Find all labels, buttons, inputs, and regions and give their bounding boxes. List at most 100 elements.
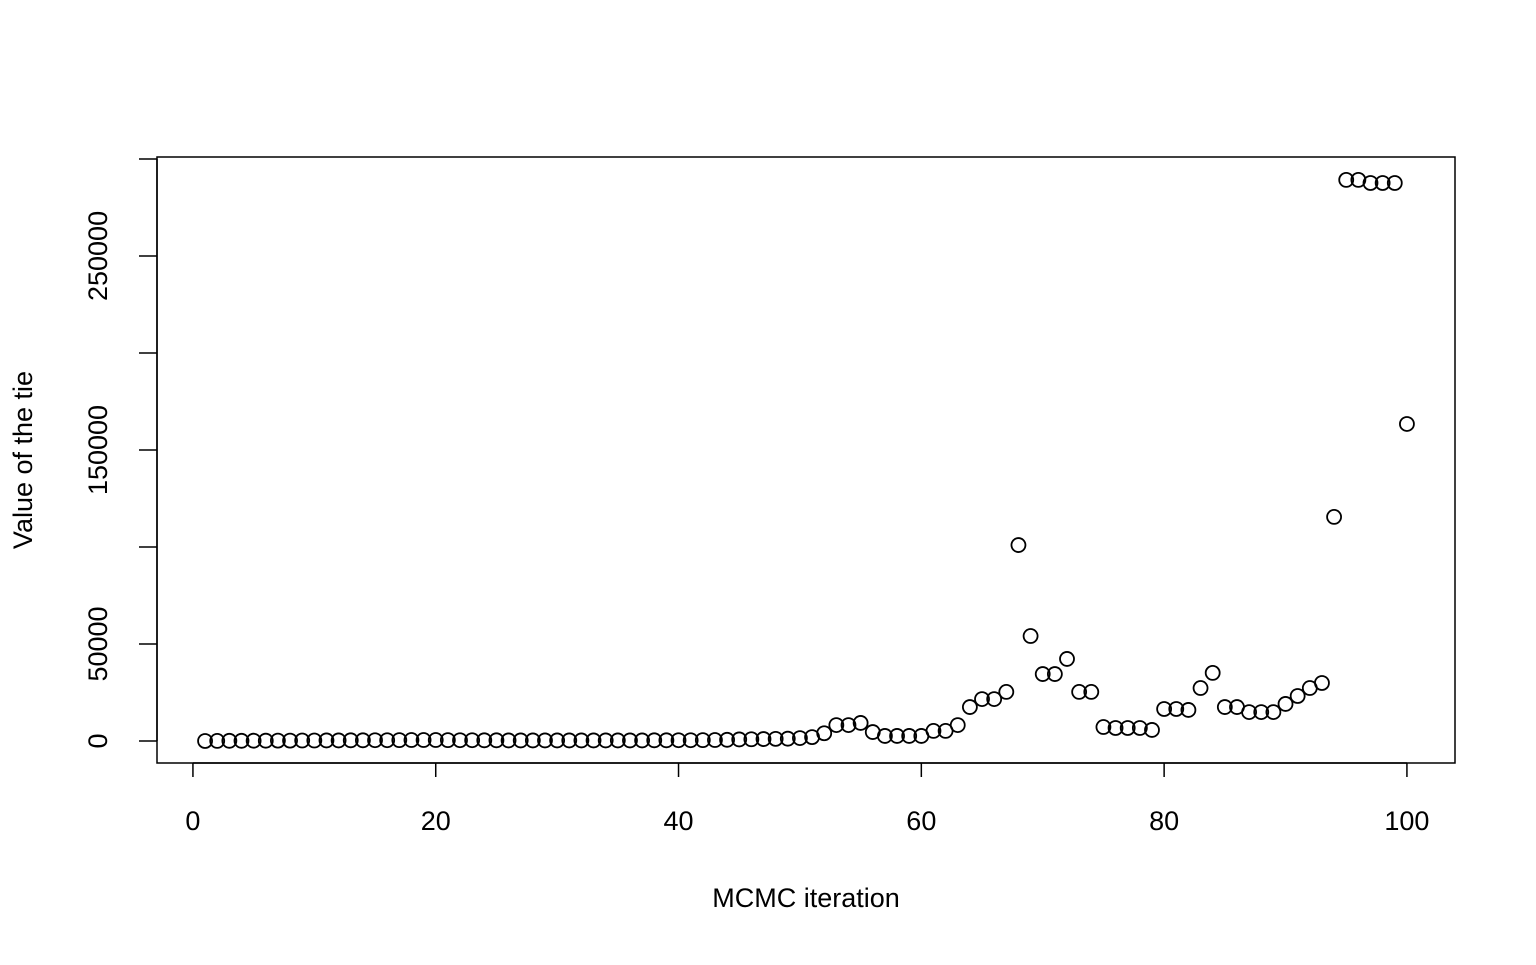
x-tick-label: 60: [906, 806, 936, 836]
point: [391, 732, 408, 749]
point: [1374, 175, 1391, 191]
point: [1144, 722, 1160, 738]
point: [816, 725, 833, 742]
point: [403, 732, 420, 748]
point: [1131, 720, 1148, 736]
point: [270, 732, 286, 749]
point: [306, 732, 323, 749]
x-tick-label: 20: [421, 806, 451, 836]
y-axis-title: Value of the tie: [8, 371, 38, 549]
point: [974, 691, 990, 707]
point: [1071, 684, 1088, 700]
point: [609, 732, 626, 749]
point: [986, 691, 1003, 707]
point: [767, 730, 784, 747]
point: [1095, 719, 1112, 735]
point: [828, 717, 845, 733]
point: [452, 732, 468, 749]
point: [367, 732, 383, 749]
point: [1241, 704, 1258, 720]
point: [1156, 701, 1173, 717]
point: [1083, 684, 1100, 700]
point: [294, 732, 311, 749]
point: [1338, 171, 1355, 188]
point: [719, 731, 735, 748]
point: [415, 732, 432, 748]
point: [512, 732, 529, 749]
point: [1046, 666, 1063, 682]
point: [889, 728, 905, 744]
point: [949, 717, 966, 733]
point: [597, 732, 614, 749]
x-tick-label: 0: [185, 806, 200, 836]
point: [221, 732, 238, 749]
point: [524, 732, 541, 749]
point: [998, 684, 1015, 700]
y-tick-label: 250000: [83, 211, 113, 301]
point: [257, 732, 274, 749]
point: [1253, 704, 1270, 720]
point: [877, 728, 893, 744]
y-tick-label: 0: [83, 733, 113, 748]
point: [488, 732, 505, 749]
point: [245, 732, 262, 749]
point: [1192, 680, 1209, 696]
point: [707, 732, 723, 748]
point: [1034, 666, 1051, 682]
point: [779, 730, 796, 747]
x-tick-label: 40: [664, 806, 694, 836]
point: [901, 728, 918, 744]
point: [731, 731, 748, 748]
point: [561, 732, 578, 749]
point: [634, 732, 651, 749]
point: [755, 731, 772, 747]
point: [233, 732, 250, 749]
point: [354, 732, 371, 749]
y-tick-label: 150000: [83, 405, 113, 495]
point: [1277, 696, 1294, 712]
point: [342, 732, 359, 749]
point: [1022, 628, 1039, 644]
point: [670, 732, 687, 749]
point: [1386, 175, 1403, 191]
point: [792, 730, 808, 746]
point: [1204, 664, 1221, 681]
point: [500, 732, 517, 749]
point: [1289, 688, 1306, 704]
point: [1314, 675, 1330, 691]
point: [1399, 416, 1415, 432]
point: [427, 732, 444, 748]
point: [330, 732, 347, 749]
x-tick-label: 100: [1384, 806, 1429, 836]
point: [549, 732, 566, 749]
point: [537, 732, 553, 749]
point: [318, 732, 335, 749]
point: [622, 732, 638, 749]
y-tick-label: 50000: [83, 606, 113, 681]
point: [197, 733, 213, 749]
point: [852, 715, 869, 731]
point: [840, 717, 857, 733]
plot-box: [156, 156, 1456, 764]
point: [476, 732, 493, 749]
point: [743, 731, 760, 748]
point: [209, 733, 226, 749]
x-axis-title: MCMC iteration: [712, 883, 900, 913]
point: [1168, 701, 1185, 717]
point: [646, 732, 663, 749]
point: [961, 699, 978, 715]
point: [1362, 175, 1379, 191]
point: [1119, 720, 1136, 736]
point: [1059, 651, 1075, 667]
point: [573, 732, 590, 749]
point: [1265, 704, 1282, 720]
point: [1216, 699, 1233, 715]
point: [658, 732, 675, 749]
point: [925, 723, 942, 739]
point: [682, 732, 699, 749]
point: [694, 732, 711, 749]
x-tick-label: 80: [1149, 806, 1179, 836]
point: [282, 732, 298, 749]
point: [1107, 720, 1124, 736]
